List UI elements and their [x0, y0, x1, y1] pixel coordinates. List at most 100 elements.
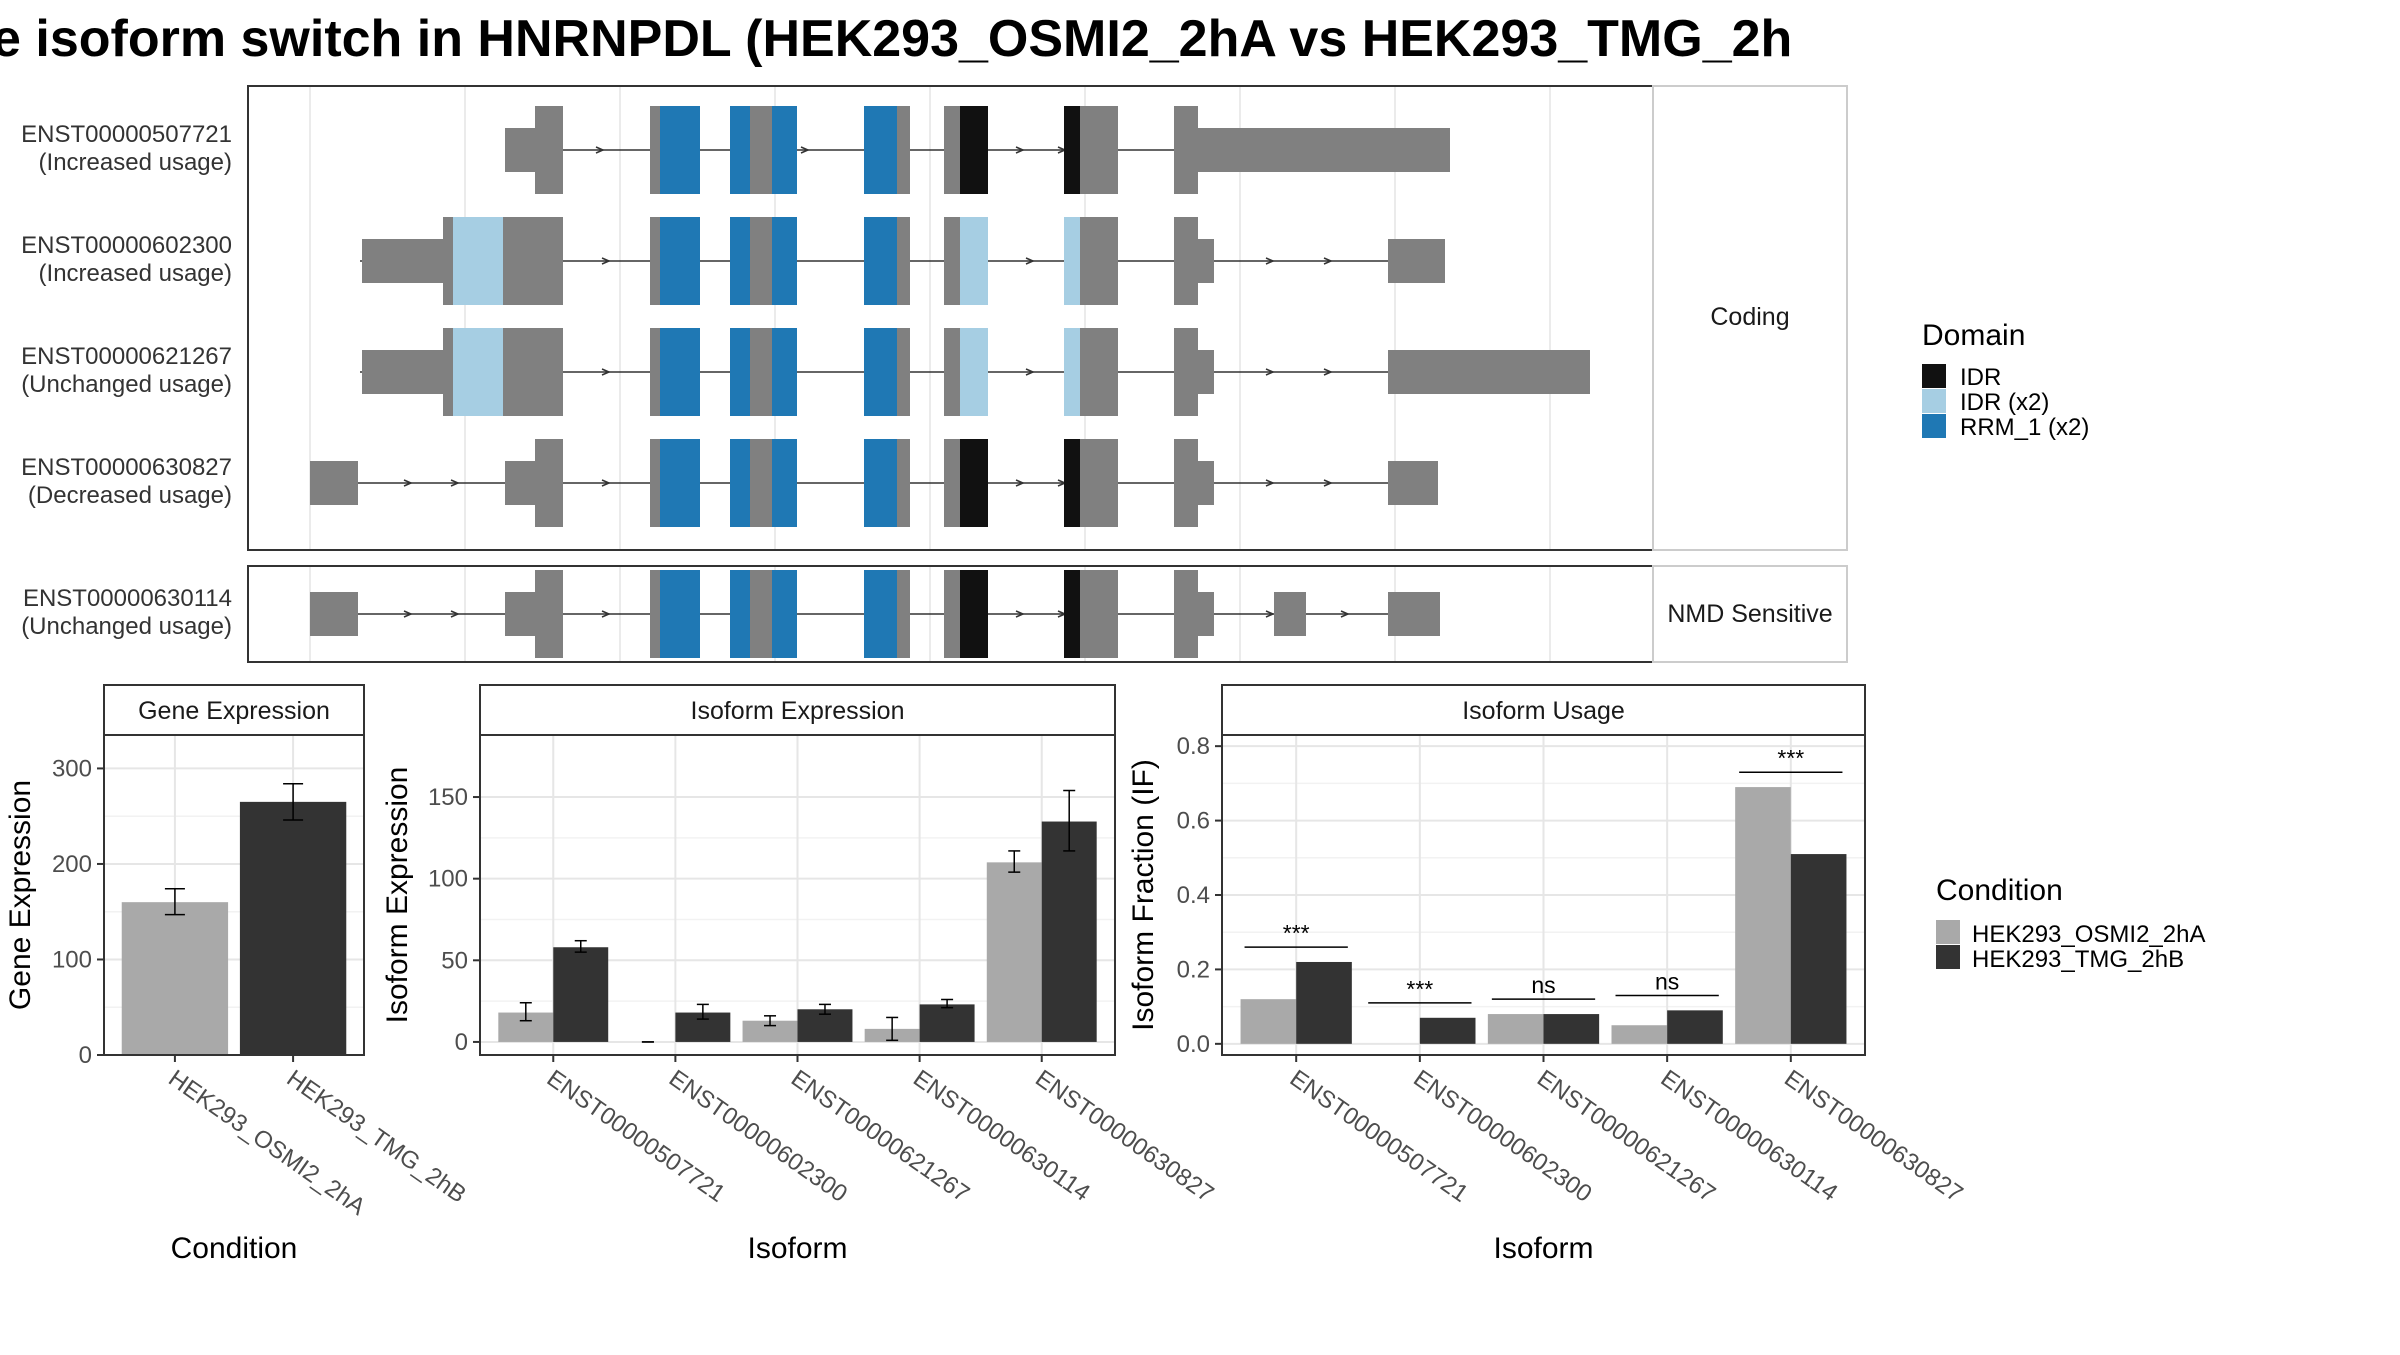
transcript-usage-label: (Decreased usage) [28, 482, 232, 509]
utr-exon [1198, 128, 1450, 172]
condition-legend-title: Condition [1936, 874, 2063, 907]
rrm-domain [864, 328, 897, 416]
utr-exon [362, 239, 450, 283]
bar [1543, 1014, 1600, 1044]
idr-x2-domain [960, 217, 988, 305]
condition-legend-swatch [1936, 945, 1960, 969]
panel-strip [479, 684, 1116, 736]
utr-exon [1388, 350, 1590, 394]
intron-arrow [601, 368, 611, 376]
bar [121, 902, 229, 1055]
transcript-id-label: ENST00000602300 [21, 232, 232, 259]
significance-label: *** [1406, 976, 1433, 1002]
significance-label: ns [1531, 972, 1555, 998]
intron-arrow [601, 479, 611, 487]
rrm-domain [772, 328, 797, 416]
intron-arrow [1015, 479, 1025, 487]
domain-legend-swatch [1922, 364, 1946, 388]
y-tick-label: 50 [441, 947, 468, 974]
rrm-domain [864, 439, 897, 527]
exon [535, 570, 563, 658]
y-tick-label: 150 [428, 784, 468, 811]
bar [1667, 1010, 1723, 1044]
y-axis-label: Isoform Expression [381, 767, 414, 1024]
domain-legend-swatch [1922, 414, 1946, 438]
exon [1274, 592, 1306, 636]
intron-arrow [1015, 610, 1025, 618]
transcript-usage-label: (Unchanged usage) [21, 613, 232, 640]
intron-arrow [1265, 610, 1275, 618]
y-tick-label: 0.8 [1177, 733, 1210, 760]
transcript-usage-label: (Increased usage) [39, 149, 232, 176]
rrm-domain [730, 328, 750, 416]
utr-exon [505, 461, 535, 505]
intron-arrow [595, 146, 605, 154]
intron-arrow [1025, 368, 1035, 376]
y-tick-label: 300 [52, 755, 92, 782]
utr-exon [1196, 239, 1214, 283]
y-tick-label: 0 [455, 1029, 468, 1056]
rrm-domain [772, 439, 797, 527]
y-tick-label: 0.2 [1177, 956, 1210, 983]
nmd-strip [1652, 565, 1848, 663]
x-axis-label: Isoform [747, 1232, 847, 1265]
panel-strip-title: Gene Expression [138, 697, 330, 725]
significance-label: *** [1283, 920, 1310, 946]
panel-strip [1221, 684, 1866, 736]
idr-domain [960, 106, 988, 194]
idr-domain [1064, 570, 1080, 658]
y-tick-label: 0 [79, 1042, 92, 1069]
idr-x2-domain [1064, 217, 1080, 305]
bar [1240, 999, 1297, 1044]
bar [1419, 1017, 1476, 1044]
bar [1296, 961, 1352, 1044]
bar [742, 1020, 798, 1042]
utr-exon [1388, 592, 1440, 636]
rrm-domain [660, 570, 700, 658]
intron-arrow [601, 257, 611, 265]
exon [1174, 106, 1198, 194]
panel-strip-title: Isoform Expression [691, 697, 905, 725]
y-tick-label: 0.0 [1177, 1031, 1210, 1058]
panel-border [103, 734, 365, 1056]
intron-arrow [1323, 368, 1333, 376]
rrm-domain [730, 439, 750, 527]
rrm-domain [730, 106, 750, 194]
intron-arrow [601, 610, 611, 618]
utr-exon [362, 350, 450, 394]
bar [1735, 787, 1791, 1044]
exon [1174, 217, 1198, 305]
coding-strip [1652, 85, 1848, 551]
domain-legend-title: Domain [1922, 319, 2025, 352]
rrm-domain [772, 570, 797, 658]
utr-exon [1388, 239, 1445, 283]
utr-exon [1196, 592, 1214, 636]
transcript-usage-label: (Increased usage) [39, 260, 232, 287]
rrm-domain [730, 570, 750, 658]
rrm-domain [772, 217, 797, 305]
panel-strip-title: Isoform Usage [1462, 697, 1625, 725]
transcript-id-label: ENST00000621267 [21, 343, 232, 370]
x-axis-label: Condition [171, 1232, 298, 1265]
significance-label: ns [1655, 968, 1679, 994]
rrm-domain [730, 217, 750, 305]
idr-x2-domain [453, 328, 503, 416]
idr-x2-domain [1064, 328, 1080, 416]
rrm-domain [660, 217, 700, 305]
transcript-usage-label: (Unchanged usage) [21, 371, 232, 398]
transcript-id-label: ENST00000630827 [21, 454, 232, 481]
intron-arrow [1265, 479, 1275, 487]
bar [1790, 854, 1847, 1044]
rrm-domain [772, 106, 797, 194]
intron-arrow [1323, 479, 1333, 487]
bar [553, 947, 609, 1042]
intron-arrow [1323, 257, 1333, 265]
y-axis-label: Isoform Fraction (IF) [1127, 759, 1160, 1031]
x-axis-label: Isoform [1493, 1232, 1593, 1265]
exon [1174, 439, 1198, 527]
rrm-domain [660, 328, 700, 416]
y-axis-label: Gene Expression [4, 780, 37, 1010]
idr-x2-domain [960, 328, 988, 416]
